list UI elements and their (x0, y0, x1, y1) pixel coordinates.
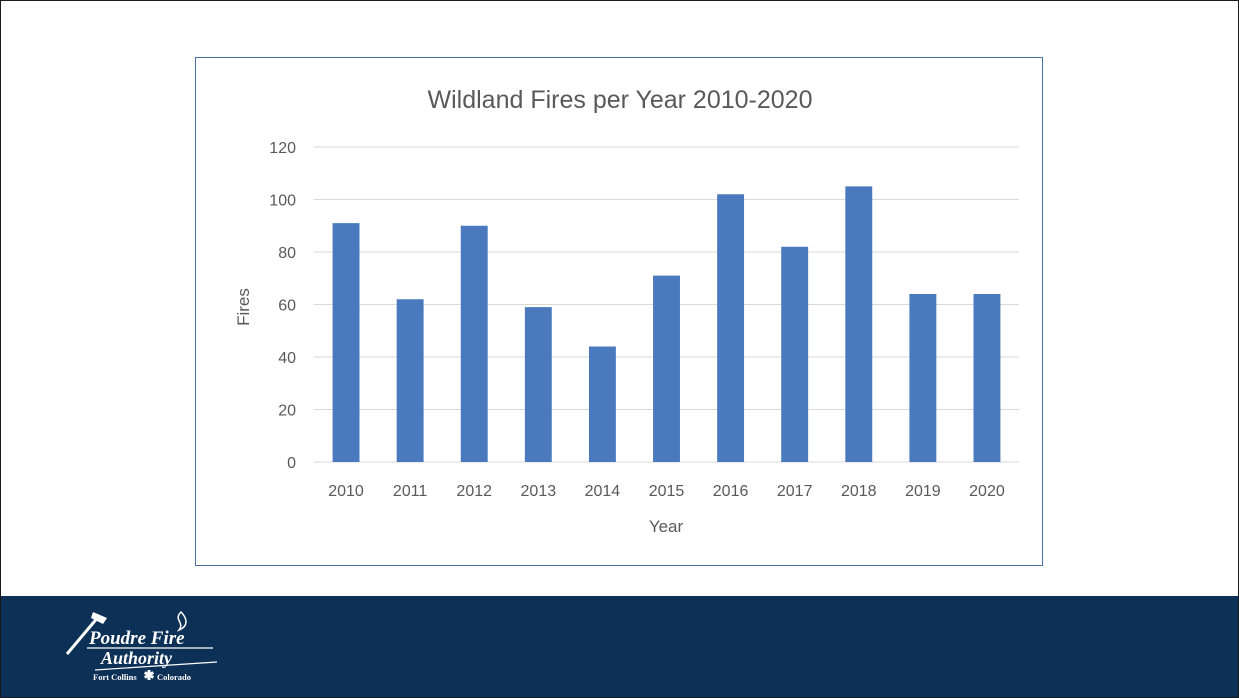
y-axis-label: Fires (234, 288, 253, 326)
x-tick-label: 2010 (328, 483, 364, 500)
poudre-fire-authority-logo: Poudre Fire Authority Fort Collins Color… (63, 608, 233, 684)
x-tick-label: 2019 (905, 483, 941, 500)
bar-2018 (845, 186, 873, 462)
bar-2013 (524, 307, 552, 462)
bar-2015 (653, 275, 680, 462)
x-tick-label: 2017 (777, 483, 813, 500)
logo-location: Fort Collins Colorado (93, 672, 191, 682)
logo-text-poudre-fire: Poudre Fire (89, 628, 185, 649)
axe-flame-icon (65, 610, 218, 680)
footer-band: Poudre Fire Authority Fort Collins Color… (1, 594, 1238, 697)
x-tick-label: 2012 (456, 483, 492, 500)
x-axis-label: Year (649, 517, 684, 536)
y-tick-label: 40 (278, 350, 296, 367)
logo-state: Colorado (156, 672, 191, 682)
chart-title: Wildland Fires per Year 2010-2020 (428, 86, 813, 114)
y-tick-label: 20 (278, 403, 296, 420)
x-tick-label: 2020 (969, 483, 1005, 500)
bar-2012 (460, 225, 488, 462)
x-tick-label: 2013 (521, 483, 557, 500)
bar-2020 (973, 294, 1001, 462)
x-tick-label: 2018 (841, 483, 877, 500)
bar-2014 (588, 346, 616, 462)
bar-2017 (781, 246, 809, 462)
x-tick-label: 2016 (713, 483, 749, 500)
logo-city: Fort Collins (93, 672, 137, 682)
bar-2019 (909, 294, 937, 462)
y-tick-label: 80 (278, 245, 296, 262)
y-tick-label: 0 (287, 455, 296, 472)
y-tick-label: 100 (269, 193, 296, 210)
x-tick-label: 2014 (585, 483, 621, 500)
y-tick-label: 120 (269, 140, 296, 157)
chart-container: Wildland Fires per Year 2010-2020 0 20 40 6… (195, 57, 1043, 566)
bar-2011 (396, 299, 424, 462)
footer-divider (51, 594, 235, 596)
bar-2010 (332, 223, 360, 462)
y-tick-label: 60 (278, 298, 296, 315)
bar-chart: Wildland Fires per Year 2010-2020 0 20 40 6… (234, 86, 1019, 536)
bar-2016 (717, 194, 745, 462)
x-tick-label: 2015 (649, 483, 685, 500)
logo-text-authority: Authority (101, 648, 173, 668)
x-tick-label: 2011 (393, 483, 428, 500)
